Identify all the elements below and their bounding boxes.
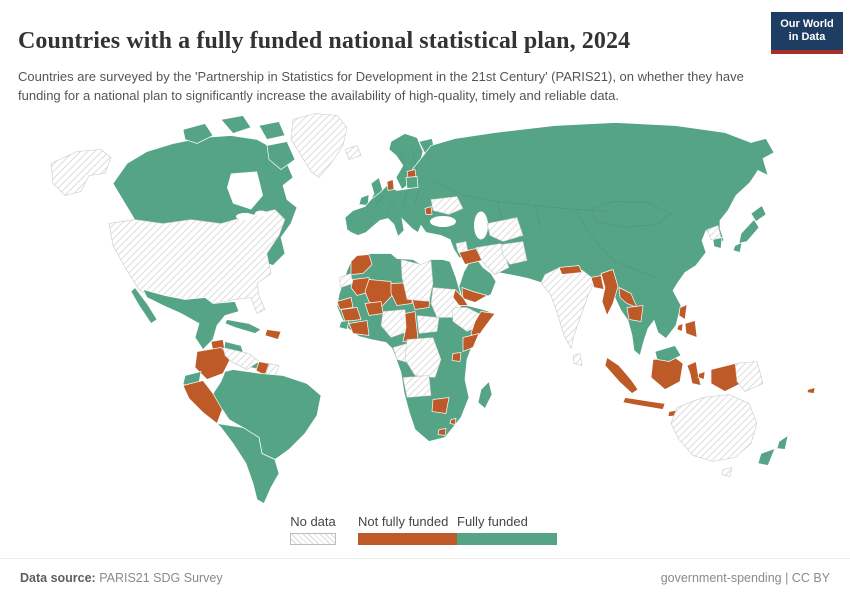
- country-central-african-republic[interactable]: [416, 315, 440, 334]
- country-moldova[interactable]: [424, 206, 433, 215]
- country-hispaniola[interactable]: [264, 329, 282, 340]
- license-text[interactable]: government-spending | CC BY: [660, 571, 830, 585]
- hudson-bay: [227, 171, 263, 210]
- country-nigeria[interactable]: [380, 309, 409, 338]
- world-map: [50, 113, 815, 504]
- country-libya[interactable]: [400, 259, 434, 302]
- country-indonesia-sulawesi[interactable]: [686, 360, 702, 386]
- country-canada-island-1[interactable]: [182, 123, 214, 144]
- country-philippines-mindanao[interactable]: [684, 320, 698, 339]
- country-myanmar[interactable]: [600, 269, 619, 317]
- page-title: Countries with a fully funded national s…: [18, 28, 631, 55]
- legend-item-fully-funded[interactable]: Fully funded: [457, 514, 557, 545]
- country-australia[interactable]: [670, 394, 758, 462]
- country-fiji[interactable]: [806, 387, 815, 394]
- legend-swatch-no-data[interactable]: [290, 533, 336, 545]
- country-japan-kyushu[interactable]: [732, 241, 743, 253]
- caspian-sea: [474, 211, 488, 240]
- legend-label-no-data: No data: [290, 514, 336, 529]
- legend-item-not-fully-funded[interactable]: Not fully funded: [358, 514, 457, 545]
- country-colombia[interactable]: [194, 347, 232, 380]
- data-source[interactable]: Data source: PARIS21 SDG Survey: [20, 571, 223, 585]
- country-india[interactable]: [540, 266, 595, 350]
- country-angola[interactable]: [402, 375, 432, 398]
- country-indonesia-kalimantan[interactable]: [650, 357, 684, 390]
- country-yemen[interactable]: [461, 286, 488, 303]
- country-mexico-baja[interactable]: [130, 286, 158, 324]
- country-lesotho[interactable]: [437, 428, 447, 436]
- legend-label-not-fully-funded: Not fully funded: [358, 514, 449, 529]
- country-ukraine[interactable]: [430, 196, 464, 215]
- country-denmark[interactable]: [386, 179, 395, 191]
- country-senegal[interactable]: [336, 297, 354, 310]
- country-indonesia-sumatra[interactable]: [604, 356, 639, 394]
- owid-logo-line1: Our World: [780, 18, 834, 31]
- owid-logo-line2: in Data: [788, 31, 826, 43]
- country-tasmania[interactable]: [721, 467, 733, 477]
- country-canada-island-2[interactable]: [220, 115, 252, 134]
- country-venezuela[interactable]: [222, 347, 260, 370]
- country-indonesia-maluku[interactable]: [697, 370, 706, 380]
- country-malaysia-borneo[interactable]: [654, 345, 682, 362]
- data-source-value: PARIS21 SDG Survey: [95, 571, 223, 585]
- country-bangladesh[interactable]: [590, 275, 605, 290]
- black-sea: [430, 216, 456, 227]
- country-zimbabwe[interactable]: [431, 397, 450, 414]
- country-indonesia-java[interactable]: [622, 397, 666, 410]
- country-rwanda-burundi[interactable]: [451, 352, 462, 362]
- country-indonesia-west-papua[interactable]: [710, 363, 742, 392]
- country-eritrea[interactable]: [452, 288, 469, 306]
- country-turkmenistan-uzbekistan[interactable]: [486, 217, 524, 242]
- chart-subtitle: Countries are surveyed by the 'Partnersh…: [18, 69, 744, 104]
- country-dr-congo[interactable]: [404, 337, 442, 378]
- country-southern-cone[interactable]: [215, 422, 280, 504]
- country-iceland[interactable]: [344, 145, 362, 160]
- country-cuba[interactable]: [224, 319, 262, 334]
- country-papua-new-guinea[interactable]: [734, 361, 764, 392]
- country-canada-baffin[interactable]: [266, 141, 296, 170]
- country-kenya[interactable]: [462, 332, 480, 353]
- country-baltics-green[interactable]: [405, 176, 419, 189]
- country-iran[interactable]: [475, 243, 510, 275]
- country-brazil[interactable]: [212, 369, 322, 460]
- great-lakes: [236, 212, 254, 221]
- country-eswatini[interactable]: [449, 418, 457, 425]
- country-new-zealand-north[interactable]: [776, 434, 789, 450]
- country-sri-lanka[interactable]: [572, 353, 583, 366]
- legend-swatch-not-fully-funded[interactable]: [358, 533, 457, 545]
- country-canada-island-3[interactable]: [258, 121, 286, 140]
- legend-swatch-fully-funded[interactable]: [457, 533, 557, 545]
- country-laos[interactable]: [618, 286, 638, 309]
- great-lakes-2: [255, 210, 267, 217]
- country-madagascar[interactable]: [477, 380, 493, 410]
- owid-logo[interactable]: Our World in Data: [771, 12, 843, 54]
- chart-footer: Data source: PARIS21 SDG Survey governme…: [0, 558, 850, 601]
- country-ivory-coast-liberia[interactable]: [348, 320, 370, 336]
- country-greenland[interactable]: [290, 113, 348, 178]
- country-philippines-luzon[interactable]: [678, 303, 688, 321]
- legend-label-fully-funded: Fully funded: [457, 514, 528, 529]
- country-philippines-visayas[interactable]: [676, 322, 684, 332]
- country-nepal[interactable]: [558, 265, 583, 275]
- country-peru[interactable]: [182, 380, 224, 425]
- eurasia-landmass[interactable]: [344, 122, 775, 357]
- country-sierra-leone[interactable]: [338, 320, 350, 330]
- data-source-label: Data source:: [20, 571, 96, 585]
- country-japan-honshu[interactable]: [738, 218, 760, 244]
- map-legend: No data Not fully funded Fully funded: [290, 514, 557, 545]
- country-cambodia[interactable]: [626, 305, 644, 322]
- country-mexico[interactable]: [142, 288, 240, 351]
- country-guinea[interactable]: [340, 307, 362, 322]
- country-afghanistan[interactable]: [500, 241, 528, 265]
- world-map-container: [35, 110, 815, 508]
- country-japan-hokkaido[interactable]: [750, 204, 767, 222]
- country-alaska[interactable]: [50, 149, 112, 196]
- legend-item-no-data[interactable]: No data: [290, 514, 336, 545]
- country-borders: [374, 147, 672, 278]
- country-new-zealand-south[interactable]: [757, 447, 776, 466]
- country-south-korea[interactable]: [712, 237, 723, 249]
